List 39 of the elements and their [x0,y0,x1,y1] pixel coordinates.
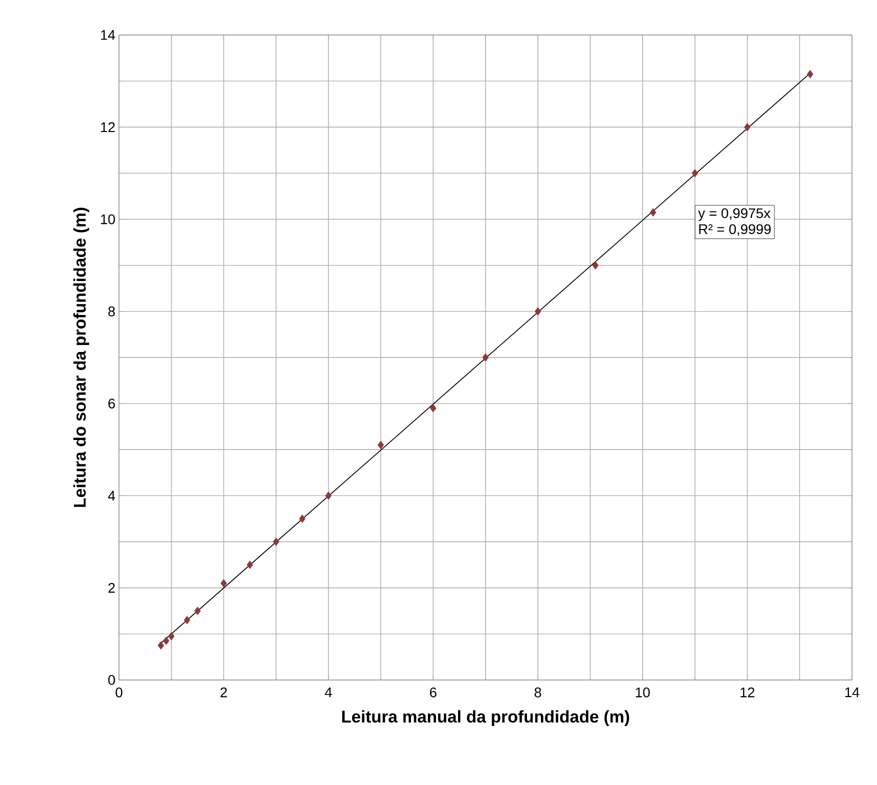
y-tick-label: 10 [101,214,115,224]
x-tick-label: 8 [534,687,542,698]
x-tick-label: 6 [430,687,436,698]
point [692,169,698,178]
annotation: y = 0,9975x [698,208,770,221]
y-axis-title: Leitura do sonar da profundidade (m) [73,208,90,507]
annotation: R² = 0,9999 [699,224,771,236]
y-tick-label: 2 [108,582,115,593]
y-tick-label: 0 [108,675,115,685]
point [220,579,227,588]
y-tick-label: 12 [101,122,115,132]
point [194,606,201,616]
point [378,440,384,450]
point [168,632,175,640]
point [158,641,164,650]
x-tick-label: 2 [220,687,227,698]
y-tick-label: 4 [108,490,116,500]
point [325,492,332,500]
x-tick-label: 0 [116,687,122,698]
y-tick-label: 14 [101,30,116,40]
point [744,122,750,132]
y-tick-label: 8 [108,306,115,316]
point [272,538,280,546]
point [534,307,542,316]
point [430,404,436,412]
point [806,70,814,78]
x-tick-label: 14 [845,687,860,698]
point [162,636,170,646]
point [246,560,254,569]
x-axis-title: Leitura manual da profundidade (m) [342,710,630,726]
x-tick-label: 4 [324,687,332,698]
point [299,514,306,523]
x-tick-label: 12 [740,687,754,698]
point [184,616,190,624]
y-tick-label: 6 [108,398,115,408]
x-tick-label: 10 [636,687,650,698]
point [650,208,656,217]
point [592,261,599,270]
point [482,353,489,362]
